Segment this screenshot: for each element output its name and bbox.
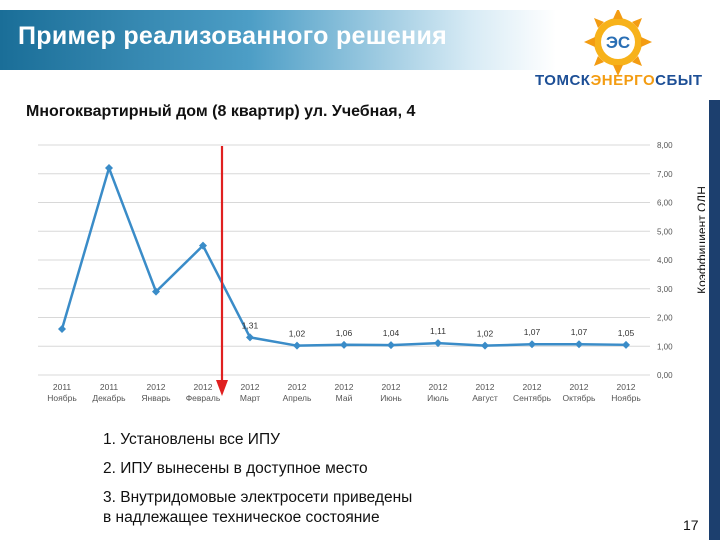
x-tick-month: Ноябрь [47,393,77,403]
x-tick-year: 2011 [100,382,119,392]
x-tick-year: 2012 [241,382,260,392]
data-label: 1,04 [383,328,400,338]
data-point [575,340,583,349]
y-tick-label: 6,00 [657,199,673,208]
y-tick-label: 4,00 [657,256,673,265]
odn-coefficient-chart: 0,00 1,00 2,00 3,00 4,00 5,00 6,00 7,00 8,00 Коэф… [38,141,705,403]
x-tick-year: 2012 [523,382,542,392]
slide-title: Пример реализованного решения [18,22,448,50]
x-tick-month: Январь [141,393,171,403]
company-logo-icon: ЭС [584,10,652,76]
x-tick-year: 2012 [570,382,589,392]
data-label: 1,06 [336,328,353,338]
data-point [293,341,301,350]
x-tick-year: 2011 [53,382,72,392]
series-line [60,164,627,347]
x-tick-month: Октябрь [563,393,597,403]
y-tick-label: 1,00 [657,342,673,351]
x-tick-month: Ноябрь [611,393,641,403]
x-tick-year: 2012 [335,382,354,392]
x-tick-year: 2012 [382,382,401,392]
data-label: 1,07 [524,327,541,337]
x-tick-year: 2012 [194,382,213,392]
x-tick-month: Май [336,393,353,403]
x-tick-month: Август [472,393,498,403]
x-tick-year: 2012 [429,382,448,392]
y-tick-label: 0,00 [657,371,673,380]
page-number: 17 [683,517,699,533]
logo-wordmark: ТОМСКЭНЕРГОСБЫТ [535,72,703,89]
y-tick-label: 7,00 [657,170,673,179]
data-point [152,287,160,296]
decor-sidebar [709,100,720,540]
x-tick-month: Декабрь [92,393,126,403]
y-tick-label: 8,00 [657,141,673,150]
title-bar [0,10,556,70]
data-label: 1,02 [477,329,494,339]
x-tick-year: 2012 [617,382,636,392]
y-tick-label: 3,00 [657,285,673,294]
x-tick-month: Февраль [186,393,221,403]
data-point [340,340,348,349]
y-tick-label: 2,00 [657,314,673,323]
slide-subtitle: Многоквартирный дом (8 квартир) ул. Учеб… [26,103,416,120]
note-4: в надлежащее техническое состояние [103,509,380,526]
data-point [528,340,536,349]
data-point [434,339,442,348]
x-tick-month: Сентябрь [513,393,552,403]
x-tick-month: Март [240,393,260,403]
data-label: 1,02 [289,329,306,339]
y-axis-label: Коэффициент ОДН [695,186,705,294]
x-tick-month: Июнь [380,393,402,403]
data-point [246,333,254,342]
data-point [199,241,207,250]
divider-arrow-head-icon [216,380,228,396]
x-tick-month: Июль [427,393,449,403]
data-label: 1,07 [571,327,588,337]
x-tick-year: 2012 [288,382,307,392]
data-label: 1,31 [242,320,259,330]
x-tick-month: Апрель [283,393,312,403]
x-tick-year: 2012 [147,382,166,392]
y-tick-label: 5,00 [657,227,673,236]
x-tick-year: 2012 [476,382,495,392]
data-label: 1,11 [430,326,446,336]
data-point [58,325,66,333]
note-3: 3. Внутридомовые электросети приведены [103,489,413,506]
notes-list: 1. Установлены все ИПУ 2. ИПУ вынесены в… [103,431,412,527]
data-label: 1,05 [618,328,635,338]
note-1: 1. Установлены все ИПУ [103,431,280,448]
logo-monogram: ЭС [606,33,630,52]
data-point [622,340,630,349]
note-2: 2. ИПУ вынесены в доступное место [103,460,368,477]
data-point [387,341,395,350]
data-point [105,164,113,172]
data-point [481,341,489,350]
